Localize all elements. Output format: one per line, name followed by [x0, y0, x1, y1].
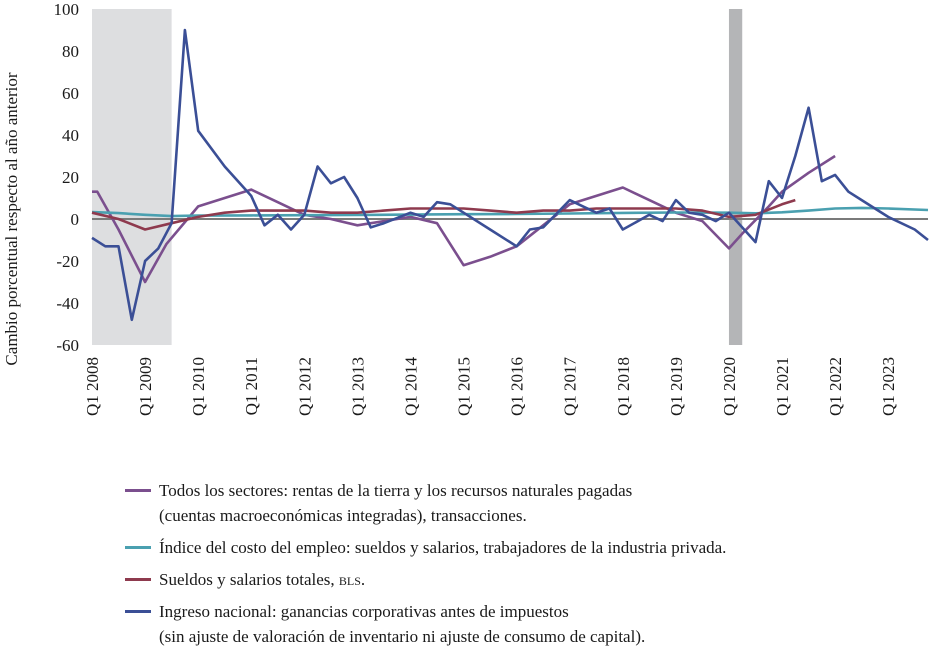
y-tick-label: 40 — [62, 126, 79, 145]
x-tick-label: Q1 2011 — [242, 357, 261, 415]
x-tick-label: Q1 2020 — [720, 357, 739, 416]
recession-band — [92, 9, 172, 345]
y-tick-label: 60 — [62, 84, 79, 103]
x-tick-label: Q1 2019 — [667, 357, 686, 416]
series-lines — [91, 28, 929, 322]
legend-label: Ingreso nacional: ganancias corporativas… — [159, 602, 646, 646]
y-tick-label: 100 — [54, 0, 80, 19]
y-axis-ticks: 100 80 60 40 20 0 -20 -40 -60 — [54, 0, 80, 355]
recession-shading — [92, 9, 743, 345]
y-tick-label: -40 — [56, 294, 79, 313]
legend-item-land-rents: Todos los sectores: rentas de la tierra … — [125, 478, 925, 528]
x-tick-label: Q1 2008 — [83, 357, 102, 416]
land-rents-line — [92, 154, 836, 284]
x-tick-label: Q1 2009 — [136, 357, 155, 416]
x-tick-label: Q1 2022 — [826, 357, 845, 416]
x-tick-label: Q1 2018 — [614, 357, 633, 416]
legend-swatch — [125, 578, 151, 581]
legend-swatch — [125, 489, 151, 492]
x-tick-label: Q1 2023 — [879, 357, 898, 416]
x-axis-ticks: Q1 2008 Q1 2009 Q1 2010 Q1 2011 Q1 2012 Q1 20… — [83, 357, 898, 417]
legend: Todos los sectores: rentas de la tierra … — [125, 478, 925, 656]
legend-label: Sueldos y salarios totales, bls. — [159, 570, 366, 589]
corporate-profits-line — [91, 28, 929, 322]
total-wages-line — [91, 198, 796, 231]
x-tick-label: Q1 2013 — [348, 357, 367, 416]
legend-label: Todos los sectores: rentas de la tierra … — [159, 481, 633, 525]
y-tick-label: -60 — [56, 336, 79, 355]
y-tick-label: 0 — [71, 210, 80, 229]
legend-item-total-wages: Sueldos y salarios totales, bls. — [125, 567, 925, 592]
legend-item-employment-cost-index: Índice del costo del empleo: sueldos y s… — [125, 535, 925, 560]
x-tick-label: Q1 2015 — [455, 357, 474, 416]
y-tick-label: 80 — [62, 42, 79, 61]
x-tick-label: Q1 2012 — [295, 357, 314, 416]
y-tick-label: 20 — [62, 168, 79, 187]
recession-band — [728, 9, 743, 345]
legend-label: Índice del costo del empleo: sueldos y s… — [159, 538, 727, 557]
employment-cost-index-line — [91, 206, 929, 218]
x-tick-label: Q1 2017 — [561, 357, 580, 417]
y-axis-label: Cambio porcentual respecto al año anteri… — [2, 72, 21, 365]
x-tick-label: Q1 2021 — [773, 357, 792, 416]
x-tick-label: Q1 2010 — [189, 357, 208, 416]
legend-swatch — [125, 546, 151, 549]
legend-swatch — [125, 610, 151, 613]
x-tick-label: Q1 2014 — [401, 357, 420, 417]
y-tick-label: -20 — [56, 252, 79, 271]
x-tick-label: Q1 2016 — [508, 357, 527, 416]
legend-item-corporate-profits: Ingreso nacional: ganancias corporativas… — [125, 599, 925, 649]
